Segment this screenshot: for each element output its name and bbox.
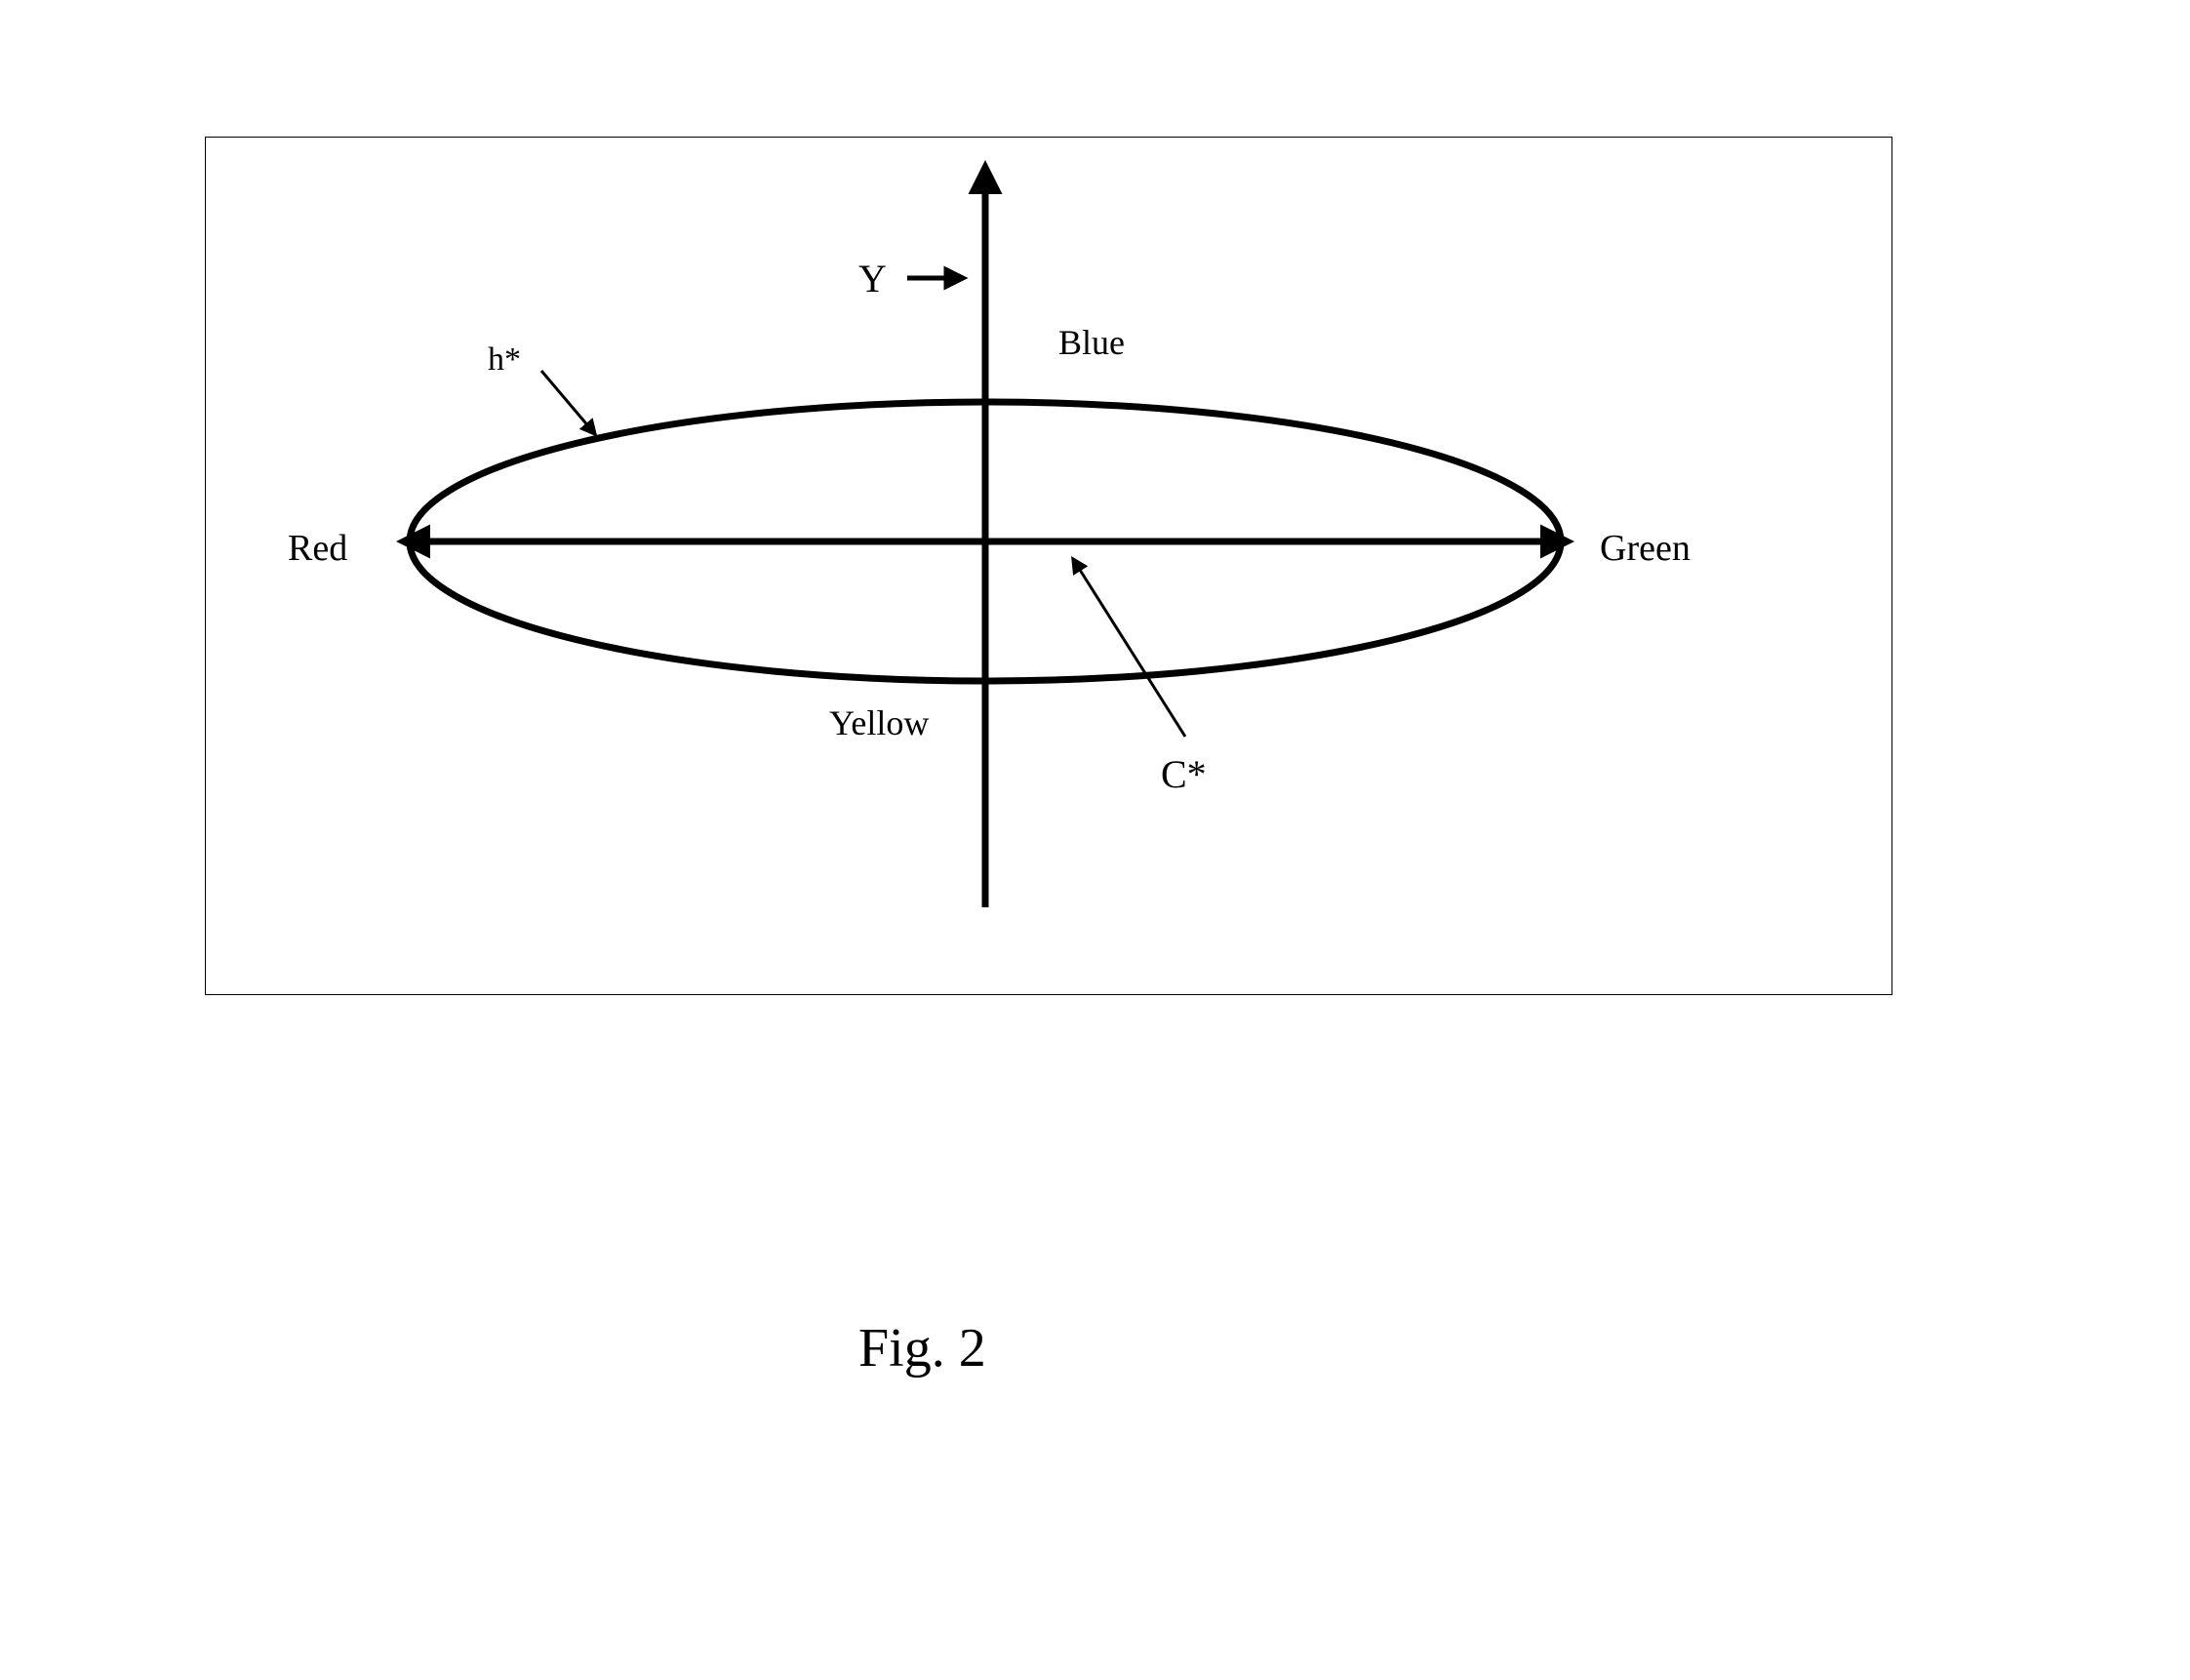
label-h-star: h*	[488, 341, 521, 379]
figure-canvas: Blue Yellow Red Green Y h* C* Fig. 2	[0, 0, 2190, 1680]
h-pointer-arrow	[541, 371, 595, 434]
label-blue: Blue	[1058, 322, 1125, 363]
c-pointer-arrow	[1073, 559, 1185, 737]
label-yellow: Yellow	[829, 702, 929, 743]
label-y-axis: Y	[858, 256, 887, 301]
diagram-svg	[0, 0, 2190, 1680]
label-c-star: C*	[1161, 751, 1207, 797]
figure-caption: Fig. 2	[858, 1317, 986, 1380]
label-green: Green	[1600, 527, 1691, 570]
label-red: Red	[288, 527, 347, 570]
